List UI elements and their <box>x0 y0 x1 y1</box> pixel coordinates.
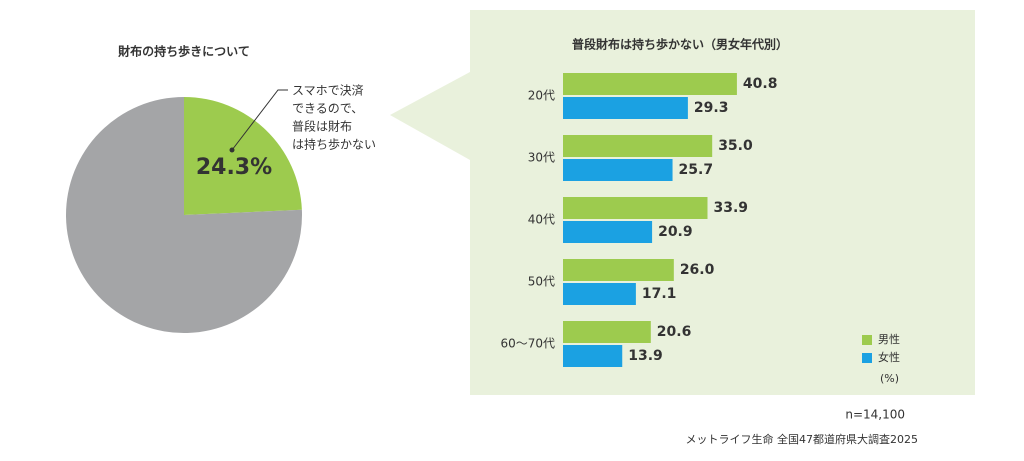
value-label: 29.3 <box>694 100 729 116</box>
value-label: 25.7 <box>679 162 714 178</box>
pie-title: 財布の持ち歩きについて <box>117 44 250 59</box>
category-label: 30代 <box>528 151 555 165</box>
bar <box>563 159 673 181</box>
annotation-text: 普段は財布 <box>292 119 352 134</box>
bar-title: 普段財布は持ち歩かない（男女年代別） <box>572 37 788 52</box>
unit-label: (%) <box>880 372 899 385</box>
slice-label: 24.3% <box>196 155 272 180</box>
bar <box>563 259 674 281</box>
pie-slice <box>66 97 303 333</box>
source: メットライフ生命 全国47都道府県大調査2025 <box>686 432 919 446</box>
bar <box>563 221 653 243</box>
annotation-leader <box>231 89 288 151</box>
category-label: 50代 <box>528 275 555 289</box>
value-label: 33.9 <box>713 200 748 216</box>
bar <box>563 135 713 157</box>
value-label: 40.8 <box>743 76 778 92</box>
annotation-text: できるので、 <box>292 102 363 116</box>
bar <box>563 73 737 95</box>
value-label: 35.0 <box>718 138 753 154</box>
legend-swatch <box>862 353 872 363</box>
pie-slice <box>184 97 302 215</box>
bar <box>563 345 623 367</box>
callout-pointer <box>390 72 470 160</box>
legend-label: 女性 <box>878 350 900 364</box>
category-label: 60〜70代 <box>500 337 555 351</box>
value-label: 17.1 <box>642 286 677 302</box>
sample-size: n=14,100 <box>845 408 905 422</box>
category-label: 20代 <box>528 89 555 103</box>
value-label: 20.6 <box>657 324 692 340</box>
value-label: 20.9 <box>658 224 693 240</box>
legend-label: 男性 <box>878 332 900 346</box>
value-label: 26.0 <box>680 262 715 278</box>
legend-swatch <box>862 335 872 345</box>
category-label: 40代 <box>528 213 555 227</box>
bar <box>563 97 688 119</box>
bar <box>563 197 708 219</box>
bar <box>563 321 651 343</box>
annotation-dot <box>229 147 235 153</box>
annotation-text: スマホで決済 <box>292 83 364 98</box>
annotation-text: は持ち歩かない <box>292 137 376 152</box>
bar <box>563 283 636 305</box>
value-label: 13.9 <box>628 348 663 364</box>
